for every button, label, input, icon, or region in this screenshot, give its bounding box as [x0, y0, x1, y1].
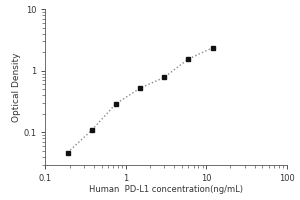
Y-axis label: Optical Density: Optical Density	[12, 52, 21, 122]
X-axis label: Human  PD-L1 concentration(ng/mL): Human PD-L1 concentration(ng/mL)	[89, 185, 243, 194]
